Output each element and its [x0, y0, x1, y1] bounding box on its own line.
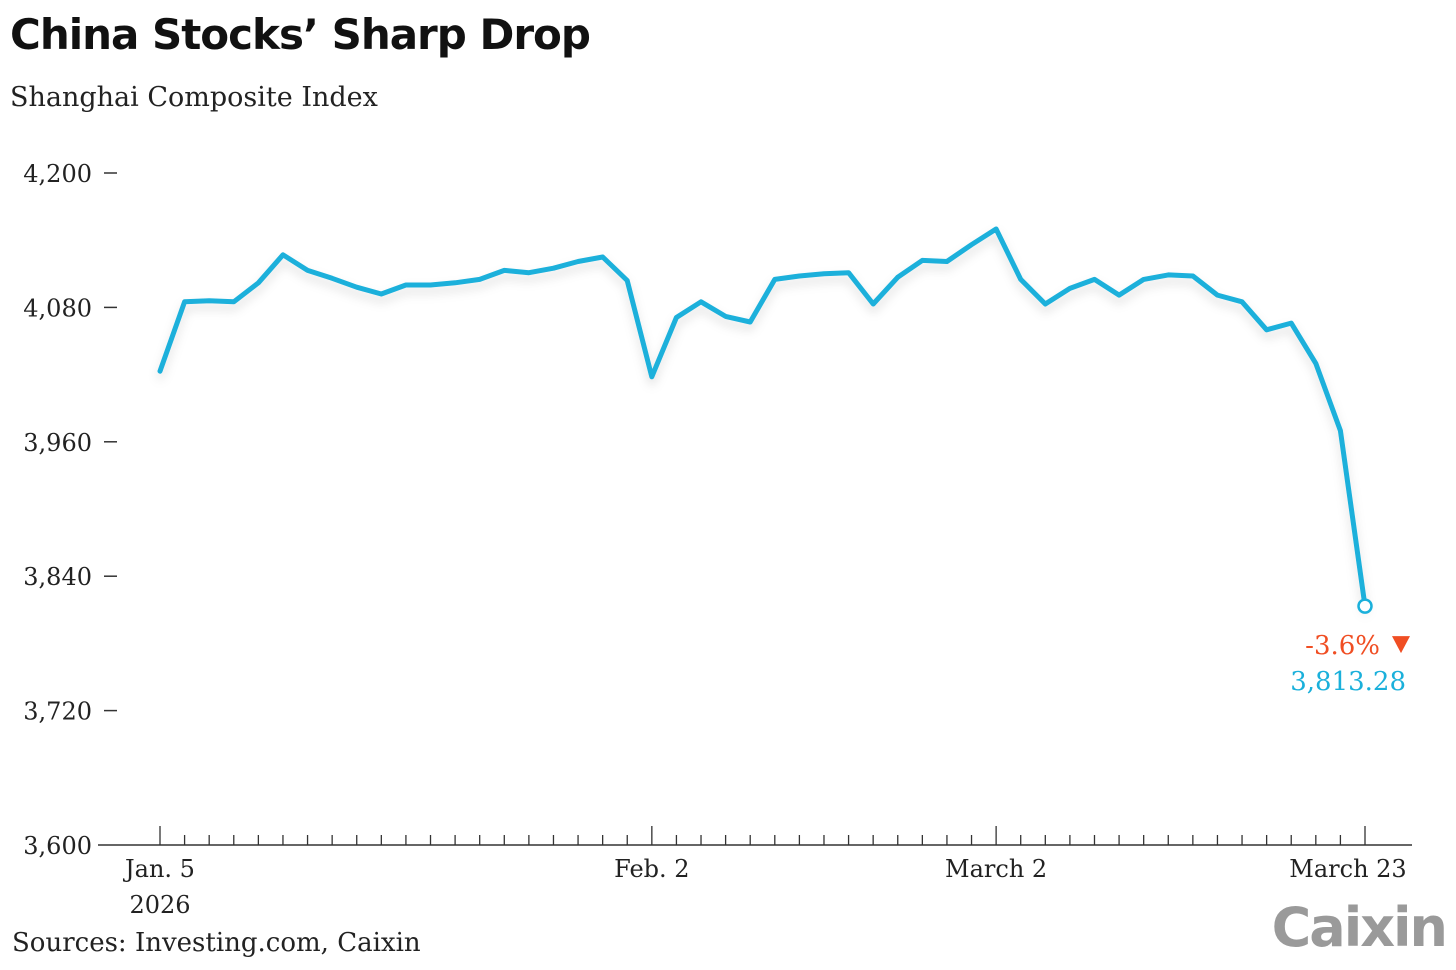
series-line [157, 226, 1368, 609]
change-label: -3.6% [1305, 631, 1380, 661]
x-tick-label: March 2 [945, 855, 1047, 883]
chart-title: China Stocks’ Sharp Drop [10, 10, 591, 59]
x-tick-label: 2026 [129, 891, 190, 919]
y-tick-label: 3,600 [23, 832, 92, 860]
y-tick-label: 3,840 [23, 563, 92, 591]
y-tick-label: 3,720 [23, 698, 92, 726]
y-axis: 4,200 4,080 3,960 3,840 3,720 3,600 [23, 160, 117, 860]
last-point-marker [1357, 598, 1373, 614]
y-tick-label: 4,200 [23, 160, 92, 188]
y-tick-label: 3,960 [23, 429, 92, 457]
x-tick-label: Jan. 5 [122, 855, 195, 883]
last-value-label: 3,813.28 [1290, 667, 1406, 697]
x-tick-label: March 23 [1289, 855, 1406, 883]
y-tick-label: 4,080 [23, 294, 92, 322]
x-axis: Jan. 5 2026 Feb. 2 March 2 March 23 [98, 826, 1412, 919]
source-note: Sources: Investing.com, Caixin [12, 928, 421, 958]
chart-subtitle: Shanghai Composite Index [10, 82, 378, 113]
x-tick-label: Feb. 2 [614, 855, 689, 883]
caixin-logo: Caixin [1271, 896, 1448, 959]
down-triangle-icon [1392, 636, 1410, 654]
